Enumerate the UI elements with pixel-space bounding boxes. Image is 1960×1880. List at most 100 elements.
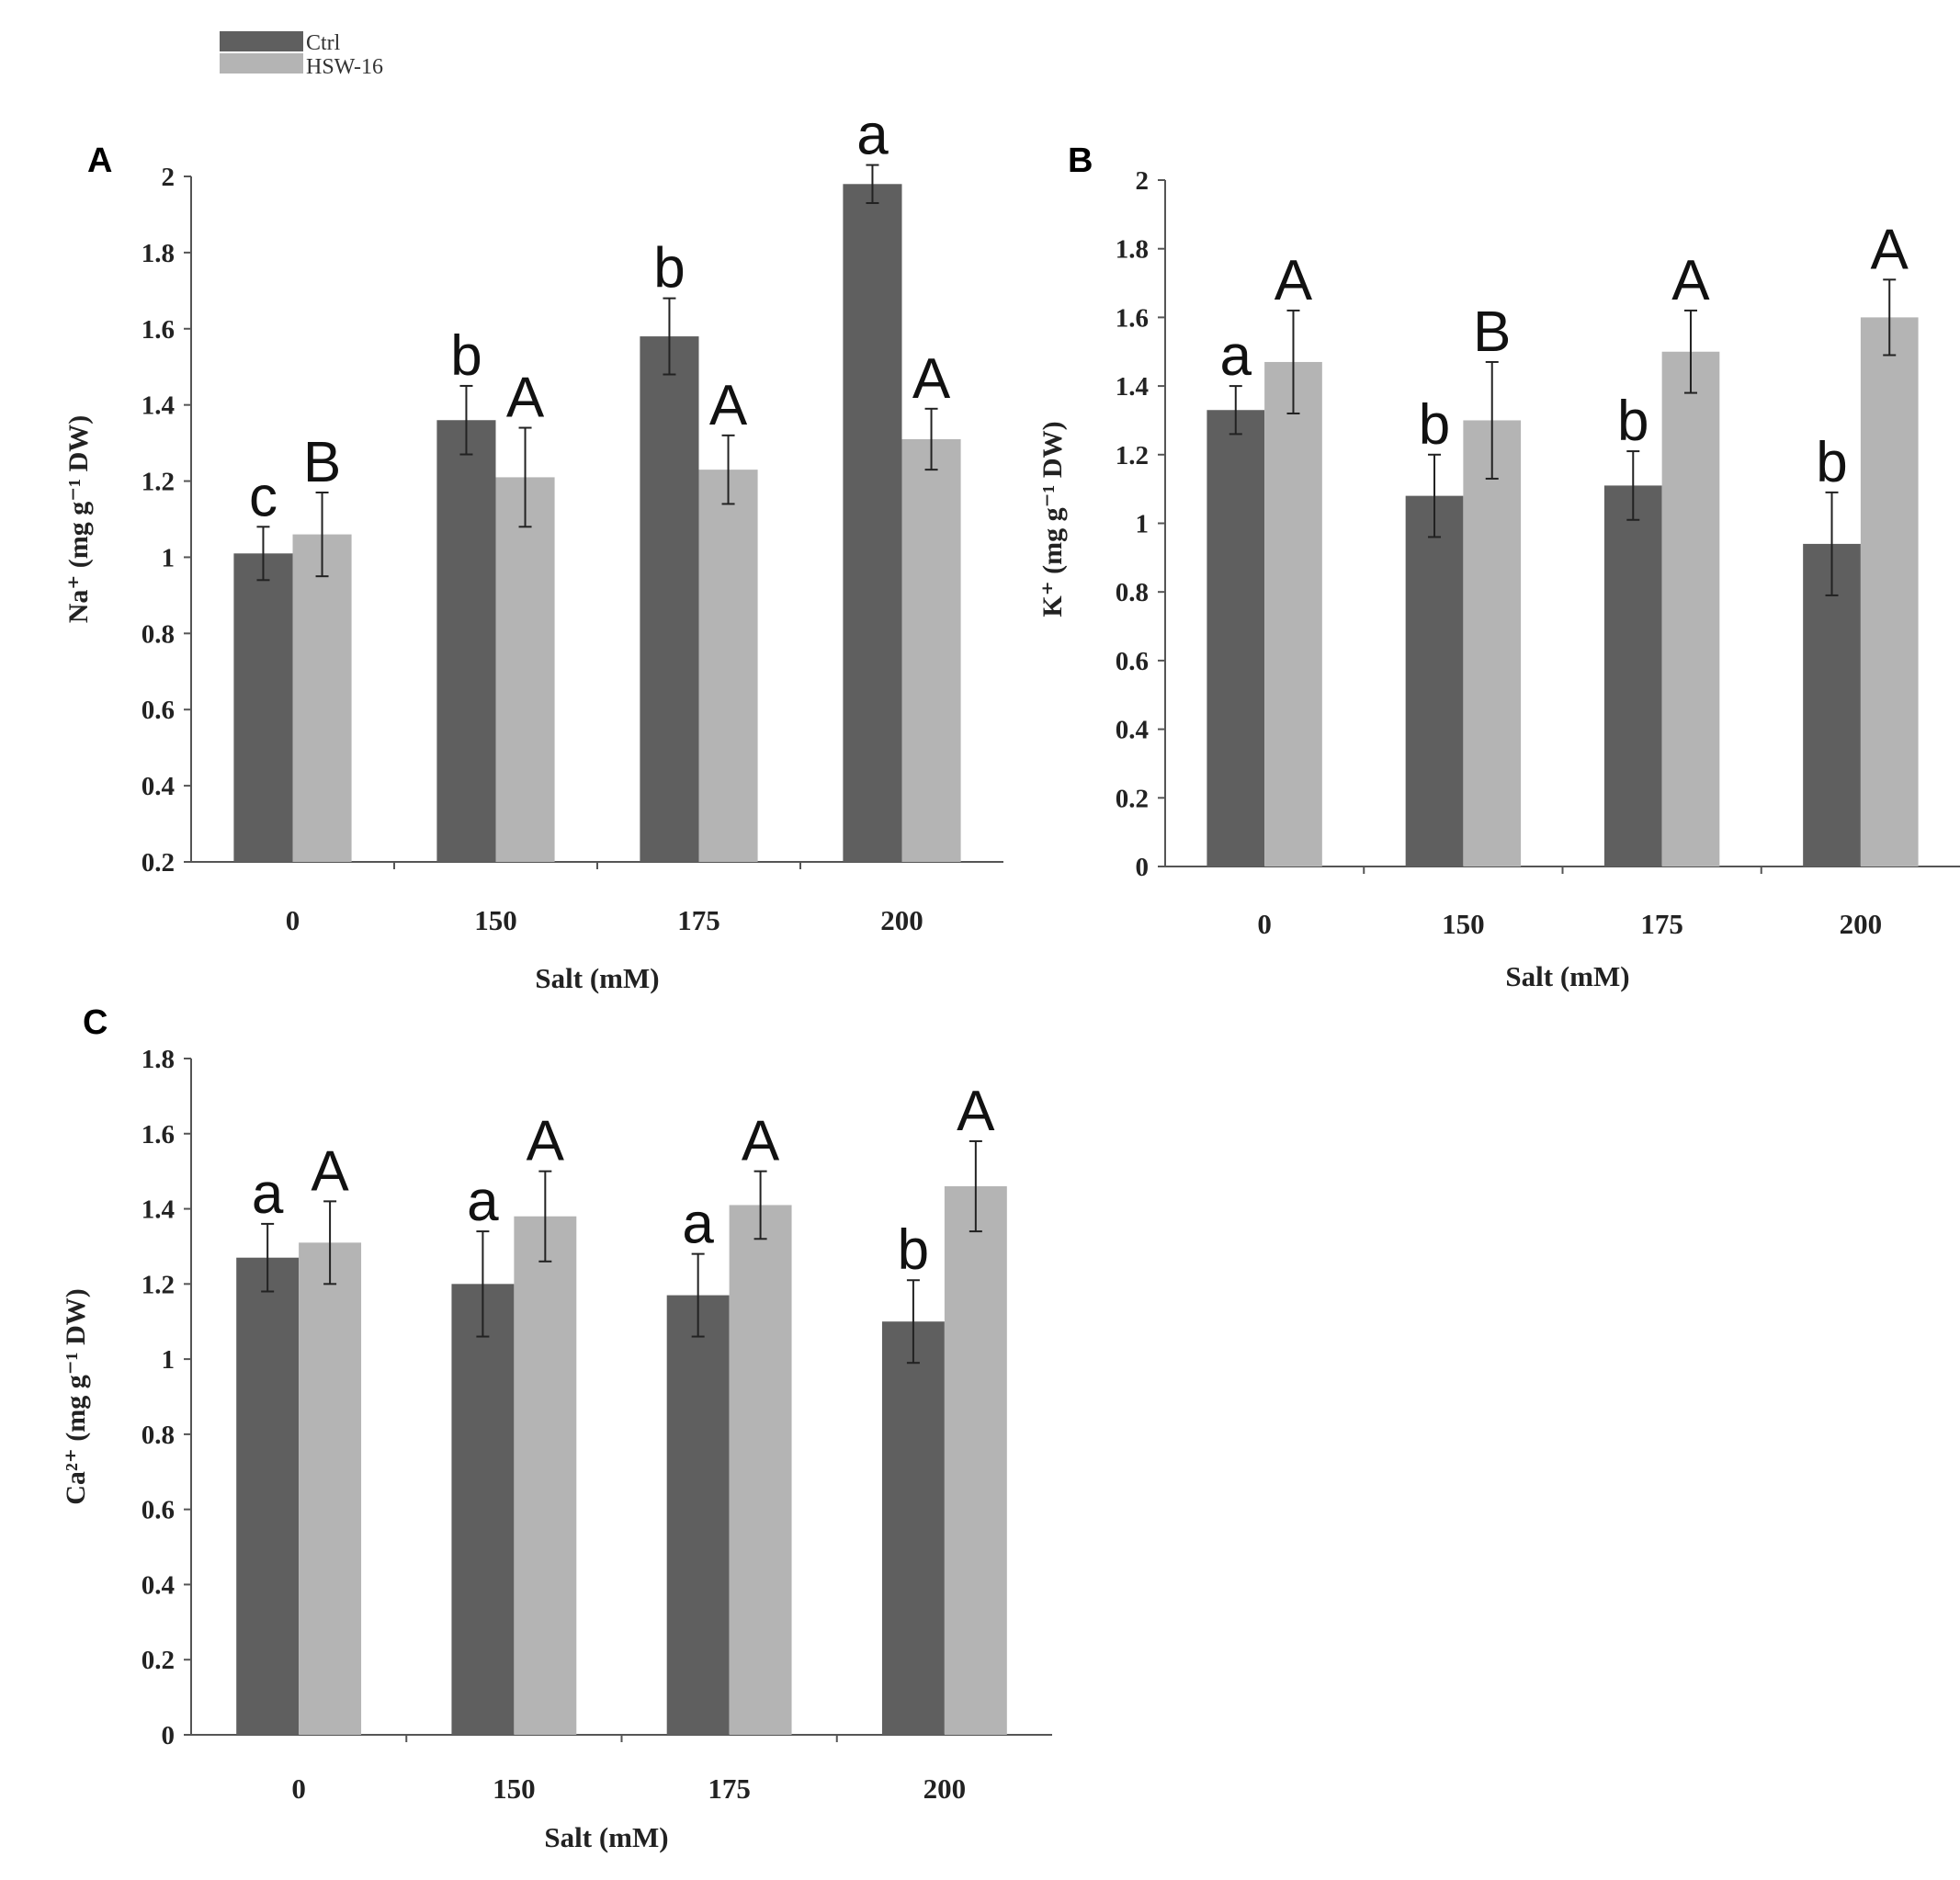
bar-hsw16 [1264, 361, 1322, 867]
x-axis-title: Salt (mM) [1505, 960, 1629, 992]
significance-letter: A [527, 1110, 565, 1173]
y-tick-label: 0.2 [142, 1646, 175, 1675]
significance-letter: a [252, 1162, 284, 1226]
significance-letter: A [709, 374, 748, 437]
y-tick-label: 0.4 [142, 1570, 175, 1600]
significance-letter: B [303, 431, 341, 494]
bar-hsw16 [944, 1186, 1007, 1735]
x-tick-label: 150 [493, 1772, 536, 1805]
significance-letter: B [1473, 300, 1511, 364]
significance-letter: b [1816, 431, 1847, 494]
y-axis-title: Na⁺ (mg g⁻¹ DW) [63, 415, 94, 623]
x-tick-label: 150 [1442, 908, 1485, 940]
significance-letter: b [653, 237, 685, 300]
x-tick-label: 150 [474, 904, 517, 936]
y-tick-label: 1.2 [142, 468, 175, 497]
y-tick-label: 1.8 [142, 239, 175, 268]
y-tick-label: 0 [162, 1721, 176, 1750]
significance-letter: a [467, 1170, 499, 1233]
y-tick-label: 1 [162, 543, 176, 572]
legend-swatch-hsw16 [220, 53, 303, 74]
significance-letter: c [249, 465, 278, 528]
chart-panel-b: 0 0.2 0.4 0.6 0.8 1 1.2 1.4 1.6 1.8 2 0 150 175 200 Sal… [1037, 166, 1960, 992]
x-tick-label: 0 [286, 904, 300, 936]
y-tick-label: 1.4 [1116, 372, 1149, 402]
significance-letter: a [1220, 324, 1252, 388]
legend: Ctrl HSW-16 [220, 31, 383, 79]
y-tick-label: 0 [1136, 853, 1150, 882]
bar-hsw16 [698, 470, 758, 862]
x-tick-label: 200 [923, 1772, 967, 1805]
bar-ctrl [1603, 485, 1662, 866]
bar-hsw16 [514, 1216, 577, 1735]
panel-letter-a: A [87, 142, 112, 180]
y-tick-label: 1 [1136, 510, 1150, 539]
bar-ctrl [451, 1284, 515, 1735]
bar-ctrl [1405, 495, 1464, 866]
y-tick-label: 0.2 [142, 848, 175, 878]
x-tick-label: 200 [1840, 908, 1883, 940]
bar-hsw16 [729, 1205, 792, 1735]
significance-letter: a [856, 104, 889, 167]
bar-hsw16 [1860, 317, 1919, 866]
significance-letter: A [1671, 249, 1710, 312]
x-tick-label: 0 [1257, 908, 1272, 940]
bar-hsw16 [292, 534, 352, 862]
y-tick-label: 1.6 [142, 1120, 175, 1150]
significance-letter: b [450, 324, 482, 388]
y-tick-label: 0.8 [142, 1421, 175, 1450]
legend-swatch-ctrl [220, 31, 303, 51]
y-tick-label: 2 [1136, 166, 1150, 196]
chart-panel-a: 0.2 0.4 0.6 0.8 1 1.2 1.4 1.6 1.8 2 0 150 175 200 Salt… [63, 104, 1003, 994]
x-axis-title: Salt (mM) [544, 1821, 668, 1853]
y-tick-label: 0.6 [1116, 647, 1149, 676]
bar-ctrl [233, 553, 293, 862]
significance-letter: A [742, 1110, 780, 1173]
y-tick-label: 0.8 [1116, 578, 1149, 607]
y-tick-label: 1.4 [142, 1195, 175, 1225]
x-tick-label: 200 [880, 904, 923, 936]
y-tick-label: 0.8 [142, 619, 175, 649]
x-axis-title: Salt (mM) [535, 962, 659, 994]
significance-letter: b [1419, 393, 1450, 457]
bar-hsw16 [495, 477, 555, 862]
y-tick-label: 1.2 [142, 1270, 175, 1299]
bar-hsw16 [1661, 351, 1720, 866]
panel-letter-c: C [83, 1003, 108, 1042]
significance-letter: A [957, 1080, 995, 1143]
significance-letter: A [506, 367, 545, 430]
y-tick-label: 1.8 [142, 1045, 175, 1074]
y-tick-label: 1.2 [1116, 441, 1149, 470]
y-axis-title: Ca²⁺ (mg g⁻¹ DW) [61, 1288, 91, 1504]
significance-letter: a [682, 1193, 714, 1256]
x-tick-label: 0 [291, 1772, 306, 1805]
y-tick-label: 1.6 [142, 315, 175, 345]
bar-ctrl [640, 336, 699, 863]
x-tick-label: 175 [1640, 908, 1683, 940]
bar-ctrl [1803, 543, 1861, 866]
significance-letter: A [912, 347, 951, 411]
bar-ctrl [236, 1257, 300, 1735]
y-tick-label: 2 [162, 163, 176, 192]
x-tick-label: 175 [708, 1772, 751, 1805]
bar-ctrl [881, 1321, 945, 1735]
y-tick-label: 0.4 [142, 772, 175, 801]
y-tick-label: 0.2 [1116, 784, 1149, 813]
y-tick-label: 1.4 [142, 391, 175, 421]
y-tick-label: 0.4 [1116, 716, 1149, 745]
y-tick-label: 0.6 [142, 696, 175, 725]
x-tick-label: 175 [677, 904, 720, 936]
y-tick-label: 1.6 [1116, 303, 1149, 333]
bar-hsw16 [299, 1242, 362, 1735]
significance-letter: A [1275, 249, 1313, 312]
y-tick-label: 1 [162, 1345, 176, 1375]
bar-ctrl [843, 184, 902, 863]
bar-hsw16 [1463, 420, 1522, 866]
bar-ctrl [666, 1295, 730, 1735]
significance-letter: b [898, 1218, 929, 1282]
bar-ctrl [1207, 410, 1265, 866]
y-tick-label: 0.6 [142, 1496, 175, 1525]
bar-hsw16 [901, 438, 961, 862]
y-axis-title: K⁺ (mg g⁻¹ DW) [1037, 421, 1068, 617]
